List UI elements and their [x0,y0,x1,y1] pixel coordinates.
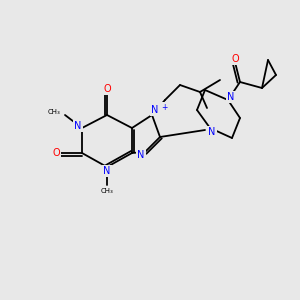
Text: N: N [227,92,235,102]
Text: N: N [208,127,216,137]
Text: N: N [151,105,159,115]
Text: O: O [52,148,60,158]
Text: N: N [137,150,145,160]
Text: O: O [103,84,111,94]
Text: CH₃: CH₃ [47,109,60,115]
Text: O: O [231,54,239,64]
Text: N: N [74,121,82,131]
Text: +: + [161,103,167,112]
Text: CH₃: CH₃ [100,188,113,194]
Text: N: N [103,166,111,176]
